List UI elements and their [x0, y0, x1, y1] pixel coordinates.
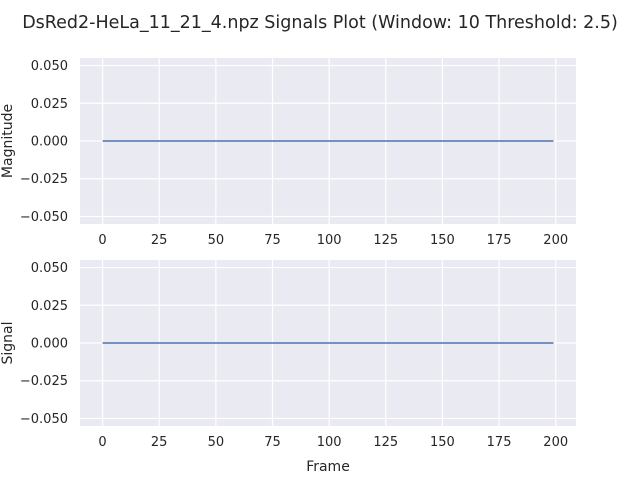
- x-tick-label: 150: [430, 233, 455, 248]
- x-tick-label: 75: [264, 233, 281, 248]
- y-tick-label: −0.050: [20, 210, 68, 225]
- y-tick-label: 0.000: [31, 337, 68, 352]
- y-tick-label: 0.025: [31, 97, 68, 112]
- x-tick-label: 0: [98, 435, 106, 450]
- x-axis-label: Frame: [306, 459, 350, 475]
- y-axis-label: Magnitude: [0, 104, 16, 178]
- y-tick-label: 0.050: [31, 261, 68, 276]
- x-tick-label: 25: [151, 435, 168, 450]
- magnitude-panel: 0 25 50 75 100 125 150 175 200 0.050 0.025 0.000 −0.…: [0, 58, 576, 248]
- x-tick-label: 175: [487, 435, 512, 450]
- x-tick-label: 150: [430, 435, 455, 450]
- x-tick-label: 100: [317, 435, 342, 450]
- y-axis-label: Signal: [0, 321, 16, 364]
- x-tick-label: 125: [373, 435, 398, 450]
- x-tick-label: 0: [98, 233, 106, 248]
- y-tick-label: −0.025: [20, 374, 68, 389]
- y-tick-label: −0.050: [20, 412, 68, 427]
- y-tick-label: 0.000: [31, 135, 68, 150]
- y-tick-label: 0.050: [31, 59, 68, 74]
- x-tick-label: 25: [151, 233, 168, 248]
- y-tick-label: 0.025: [31, 299, 68, 314]
- x-tick-label: 50: [208, 233, 225, 248]
- x-tick-label: 50: [208, 435, 225, 450]
- x-tick-label: 75: [264, 435, 281, 450]
- x-tick-label: 175: [487, 233, 512, 248]
- x-tick-label: 200: [543, 435, 568, 450]
- x-tick-label: 200: [543, 233, 568, 248]
- y-tick-label: −0.025: [20, 172, 68, 187]
- figure-title: DsRed2-HeLa_11_21_4.npz Signals Plot (Wi…: [22, 13, 618, 33]
- x-tick-label: 100: [317, 233, 342, 248]
- x-tick-label: 125: [373, 233, 398, 248]
- signal-panel: 0 25 50 75 100 125 150 175 200 0.050 0.025 0.000 −0.…: [0, 260, 576, 475]
